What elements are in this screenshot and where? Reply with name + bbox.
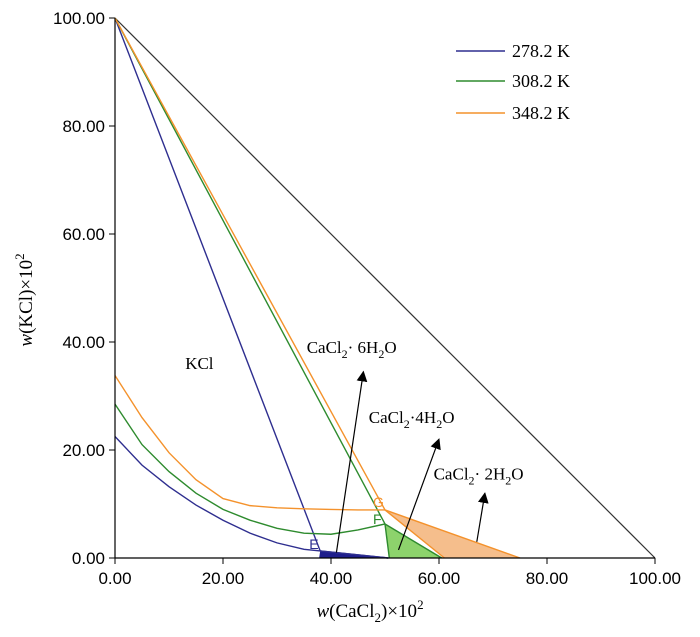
y-tick-label: 100.00 (53, 9, 105, 28)
y-tick-label: 0.00 (72, 549, 105, 568)
region-label-3: CaCl2· 2H2O (434, 465, 524, 488)
tie-line-1-0 (114, 17, 386, 525)
invariant-point-F: F (373, 511, 382, 527)
legend: 278.2 K 308.2 K 348.2 K (456, 41, 570, 123)
legend-label-278: 278.2 K (512, 41, 570, 61)
region-label-1: CaCl2· 6H2O (307, 338, 397, 361)
region-label-2: CaCl2·4H2O (369, 408, 455, 431)
x-axis-title: w(CaCl2)×102 (316, 597, 423, 625)
annotation-arrow-1 (335, 370, 368, 553)
y-tick-label: 60.00 (62, 225, 105, 244)
solubility-curve-0 (114, 436, 321, 552)
y-axis-title-sup: 2 (12, 253, 27, 260)
composition-boundary (114, 17, 656, 559)
x-tick-label: 80.00 (526, 569, 569, 588)
annotation-arrow-3 (476, 492, 489, 542)
x-tick-label: 40.00 (310, 569, 353, 588)
y-axis-title: w(KCl)×102 (12, 253, 37, 346)
invariant-point-G: G (373, 494, 384, 510)
y-axis-title-text: (KCl)×10 (16, 260, 37, 334)
x-axis-title-sup: 2 (417, 597, 424, 612)
tie-line-0-0 (114, 17, 321, 552)
tie-line-2-1 (384, 509, 445, 559)
y-tick-label: 40.00 (62, 333, 105, 352)
x-axis-title-open: (CaCl (329, 601, 374, 622)
legend-label-348: 348.2 K (512, 103, 570, 123)
x-tick-label: 0.00 (98, 569, 131, 588)
x-tick-label: 60.00 (418, 569, 461, 588)
annotation-arrow-2 (397, 438, 441, 551)
legend-label-308: 308.2 K (512, 71, 570, 91)
x-axis-title-sub: 2 (375, 610, 382, 625)
x-tick-label: 100.00 (629, 569, 681, 588)
tie-line-0-2 (320, 550, 389, 559)
tie-line-2-0 (114, 17, 386, 511)
y-axis-title-var: w (16, 334, 37, 347)
x-axis-title-close: )×10 (381, 601, 417, 622)
x-axis-title-var: w (316, 601, 329, 622)
tie-line-1-1 (384, 523, 391, 559)
y-tick-label: 80.00 (62, 117, 105, 136)
invariant-point-E: E (309, 536, 318, 552)
x-tick-label: 20.00 (202, 569, 245, 588)
solubility-curve-2 (114, 375, 385, 511)
region-label-0: KCl (185, 354, 214, 373)
tie-line-1-2 (384, 523, 443, 559)
y-tick-label: 20.00 (62, 441, 105, 460)
tie-line-2-2 (384, 509, 521, 559)
solubility-curve-1 (114, 403, 386, 535)
